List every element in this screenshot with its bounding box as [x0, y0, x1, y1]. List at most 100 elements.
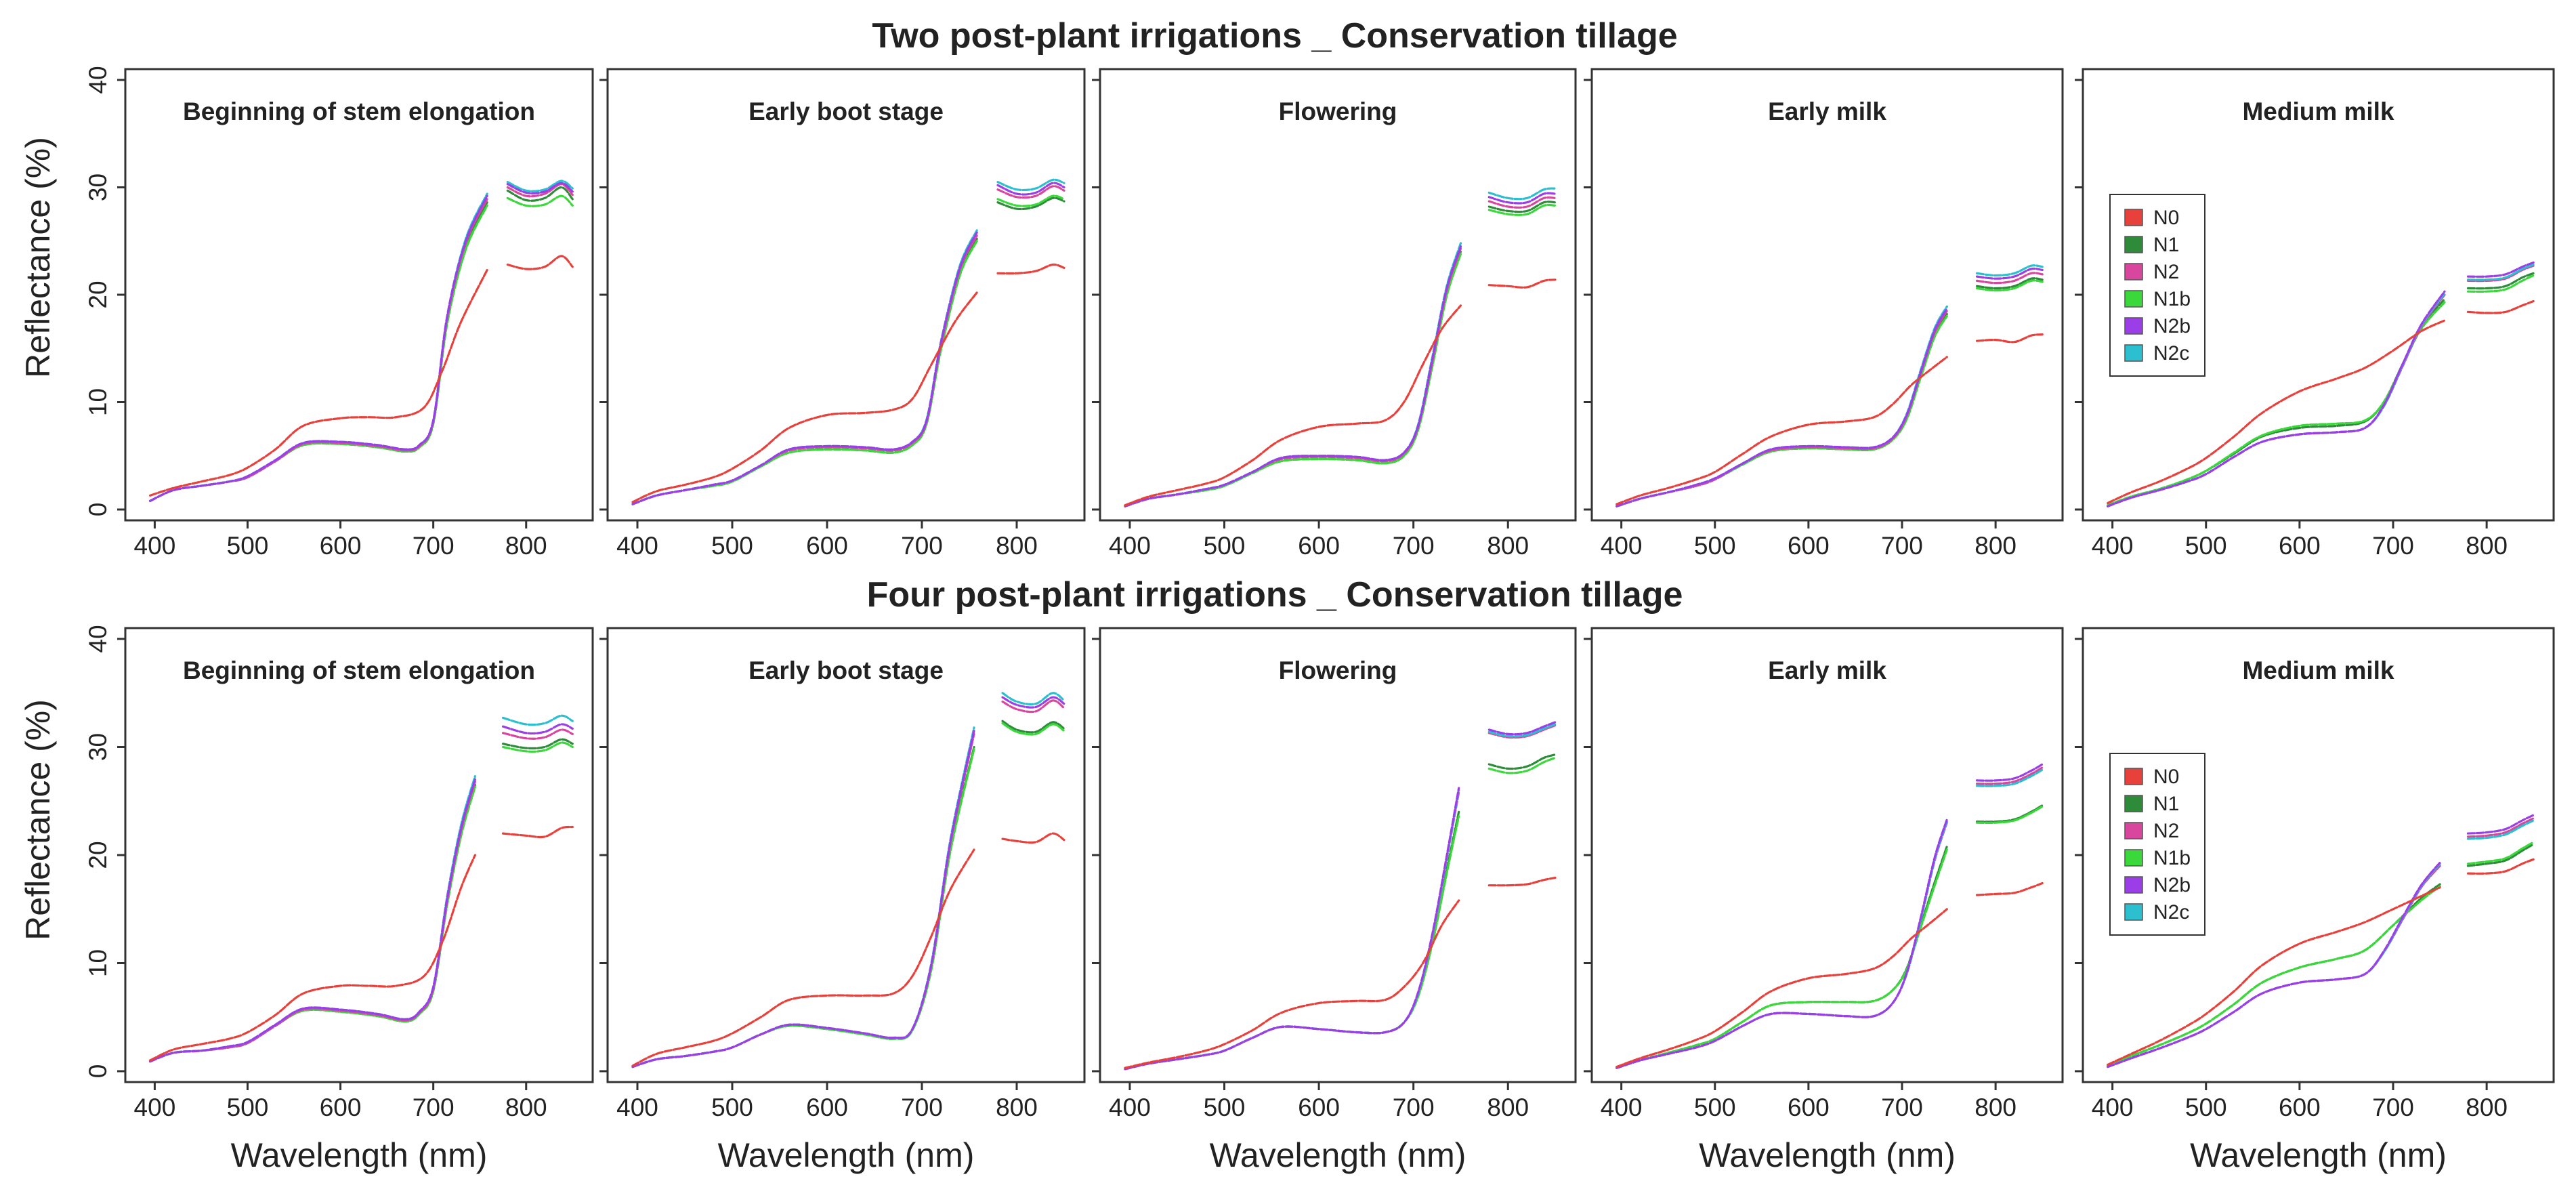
- x-tick-label: 500: [711, 532, 753, 560]
- panel-frame: [124, 68, 594, 522]
- series-line-n2-nir: [996, 185, 1065, 199]
- series-line-n2c-nir: [2466, 264, 2535, 281]
- panel-r0-c2: Flowering 400 500 600 700 800: [1092, 68, 1577, 560]
- legend-swatch-n1: [2124, 236, 2143, 253]
- legend-label-n2: N2: [2153, 261, 2179, 283]
- series-line-n0-vis: [149, 854, 476, 1062]
- series-line-n1-nir: [506, 186, 574, 202]
- x-tick-label: 700: [1881, 532, 1923, 560]
- series-line-n1b-nir: [1001, 722, 1065, 736]
- panel-frame: [1099, 627, 1577, 1083]
- x-tick-label: 700: [1881, 1094, 1923, 1121]
- series-line-n2b-vis: [1124, 787, 1460, 1071]
- x-tick-label: 700: [2372, 532, 2414, 560]
- y-tick-label: 20: [84, 281, 112, 308]
- x-tick-label: 600: [320, 532, 362, 560]
- x-tick-label: 400: [134, 532, 176, 560]
- x-tick-label: 500: [2185, 532, 2227, 560]
- series-line-n2b-vis: [2107, 290, 2446, 507]
- series-line-n1b-nir: [2466, 841, 2535, 865]
- x-tick-label: 400: [616, 1094, 658, 1121]
- panel-title: Early boot stage: [748, 657, 944, 684]
- x-tick-label: 600: [2279, 532, 2321, 560]
- panel-frame: [1590, 627, 2064, 1083]
- x-tick-label: 400: [1109, 1094, 1151, 1121]
- series-line-n0-vis: [1616, 908, 1948, 1068]
- series-line-n0-vis: [1616, 356, 1948, 505]
- row-title-two-irrigations: Two post-plant irrigations _ Conservatio…: [872, 16, 1677, 56]
- legend-label-n0: N0: [2153, 766, 2179, 788]
- series-line-n2b-nir: [506, 182, 574, 194]
- series-line-n2-nir: [1001, 699, 1065, 713]
- y-tick-label: 10: [84, 388, 112, 416]
- series-line-n2c-nir: [1975, 768, 2044, 787]
- x-tick-label: 800: [1487, 1094, 1529, 1121]
- x-axis-label: Wavelength (nm): [1699, 1136, 1956, 1174]
- x-tick-label: 800: [996, 1094, 1038, 1121]
- panel-frame: [2082, 68, 2555, 522]
- series-line-n2b-nir: [1975, 763, 2044, 782]
- legend-swatch-n0: [2124, 768, 2143, 785]
- series-line-n1-nir: [1975, 277, 2044, 290]
- x-tick-label: 700: [413, 532, 455, 560]
- legend-label-n2: N2: [2153, 820, 2179, 842]
- series-line-n2c-nir: [501, 714, 574, 726]
- legend-swatch-n1b: [2124, 290, 2143, 308]
- y-tick-label: 40: [84, 625, 112, 652]
- series-line-n1b-nir: [1975, 805, 2044, 825]
- panel-r1-c3: Early milk 400 500 600 700 800 Wavelength (nm): [1584, 627, 2064, 1174]
- panel-title: Medium milk: [2242, 98, 2394, 125]
- x-tick-label: 600: [1298, 532, 1340, 560]
- x-tick-label: 500: [711, 1094, 753, 1121]
- series-line-n0-vis: [631, 848, 975, 1067]
- x-axis-label: Wavelength (nm): [2190, 1136, 2447, 1174]
- y-tick-label: 10: [84, 949, 112, 977]
- legend-swatch-n2b: [2124, 317, 2143, 335]
- x-tick-label: 700: [413, 1094, 455, 1121]
- series-line-n2c-nir: [1975, 264, 2044, 277]
- series-line-n2c-nir: [2466, 819, 2535, 840]
- x-tick-label: 700: [1393, 1094, 1435, 1121]
- panel-frame: [606, 68, 1086, 522]
- legend-swatch-n2: [2124, 822, 2143, 839]
- legend-swatch-n1b: [2124, 849, 2143, 867]
- series-line-n2c-nir: [506, 180, 574, 192]
- row-title-four-irrigations: Four post-plant irrigations _ Conservati…: [867, 575, 1683, 615]
- series-line-n1-nir: [2466, 843, 2535, 867]
- series-line-n1-nir: [1487, 753, 1557, 770]
- panel-title: Flowering: [1279, 657, 1397, 684]
- panel-r1-c4: Medium milk 400 500 600 700 800 Wavelength (nm…: [2075, 627, 2555, 1174]
- series-line-n0-vis: [1124, 899, 1460, 1069]
- series-line-n1b-nir: [1487, 203, 1557, 216]
- x-tick-label: 800: [2466, 1094, 2508, 1121]
- panel-r0-c4: Medium milk 400 500 600 700 800 N0 N1 N2 N1b N2b N2…: [2075, 68, 2555, 560]
- series-line-n0-nir: [501, 825, 574, 839]
- legend-label-n1b: N1b: [2153, 847, 2191, 869]
- series-line-n1b-nir: [1487, 756, 1557, 774]
- y-tick-label: 40: [84, 66, 112, 94]
- panel-title: Early milk: [1768, 657, 1886, 684]
- x-tick-label: 400: [1601, 1094, 1643, 1121]
- series-line-n1-nir: [501, 738, 574, 750]
- series-line-n2c-nir: [1487, 187, 1557, 201]
- panel-frame: [606, 627, 1086, 1083]
- series-line-n1b-vis: [2107, 885, 2441, 1067]
- series-line-n0-nir: [1975, 881, 2044, 896]
- series-line-n2b-nir: [1975, 267, 2044, 280]
- series-line-n2c-nir: [1487, 723, 1557, 738]
- series-line-n0-nir: [1487, 876, 1557, 887]
- x-axis-label: Wavelength (nm): [1210, 1136, 1466, 1174]
- x-tick-label: 700: [1393, 532, 1435, 560]
- x-tick-label: 800: [996, 532, 1038, 560]
- series-line-n2-nir: [1487, 196, 1557, 209]
- panel-title: Early boot stage: [748, 98, 944, 125]
- series-line-n0-vis: [631, 291, 978, 503]
- series-line-n0-vis: [1124, 304, 1462, 507]
- x-tick-label: 500: [1204, 1094, 1246, 1121]
- x-tick-label: 600: [806, 532, 848, 560]
- x-tick-label: 500: [1204, 532, 1246, 560]
- legend-label-n1: N1: [2153, 793, 2179, 815]
- legend: N0 N1 N2 N1b N2b N2c: [2109, 194, 2205, 377]
- series-line-n0-nir: [2466, 858, 2535, 875]
